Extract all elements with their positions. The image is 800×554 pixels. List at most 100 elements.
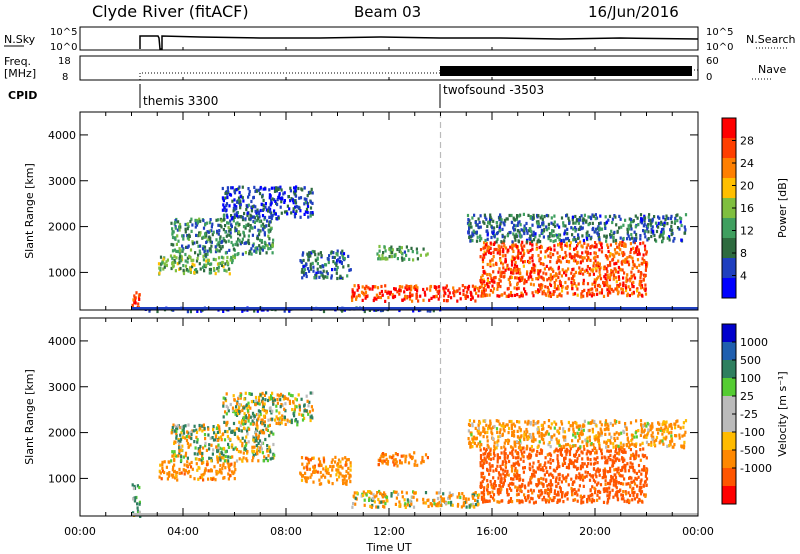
power-cell [597,233,600,237]
velocity-cell [508,459,511,464]
velocity-cell [547,487,550,491]
power-cell [388,247,391,251]
power-cell [220,247,223,251]
power-cell [549,278,552,282]
power-cell [559,244,562,249]
power-cell [349,268,352,272]
velocity-cell [557,462,560,466]
velocity-cell [493,486,496,490]
velocity-cell [538,463,541,467]
power-cell [563,255,567,259]
velocity-cell [572,488,575,492]
power-cell [553,289,556,294]
velocity-cell [595,483,599,487]
power-cell [543,267,546,271]
power-cell [380,257,383,261]
power-cell [498,267,501,271]
velocity-cell [634,431,637,435]
power-cell [651,229,655,233]
power-cell [466,286,469,290]
velocity-cell [512,477,515,481]
velocity-cell [518,426,521,430]
power-cell [605,267,608,271]
velocity-cell [670,426,673,430]
velocity-cell [249,422,252,426]
power-cell [633,230,636,234]
power-cell [403,297,406,301]
velocity-cell [331,468,334,472]
velocity-cell [596,467,600,471]
power-cell [560,239,563,243]
velocity-cell [639,443,642,447]
power-cell [169,254,173,258]
power-cell [456,289,459,293]
power-cell [674,220,677,224]
nsearch-tick-top: 10^5 [706,27,733,38]
velocity-cell [220,450,223,455]
velocity-cell [414,459,417,463]
power-cell [483,250,486,254]
velocity-cell [532,501,536,505]
velocity-cell [471,437,474,441]
power-cell [419,294,422,298]
power-cell [299,215,302,219]
velocity-cell [327,480,331,484]
velocity-cell [545,488,548,492]
velocity-cell [217,449,220,453]
velocity-cell [575,490,578,494]
power-cell [669,228,672,232]
power-cell [294,211,297,215]
power-cell [214,245,217,249]
velocity-cell [307,404,310,408]
power-cell [540,214,543,218]
power-cell [343,257,346,261]
velocity-cell [515,493,519,497]
velocity-cell [531,472,534,477]
power-cell [270,201,273,205]
velocity-cell [179,439,182,443]
power-cell [391,251,394,255]
power-cell [236,211,239,215]
velocity-cell [380,500,383,504]
power-cell [231,260,234,265]
velocity-cell [497,471,501,475]
velocity-cell [549,489,553,494]
power-cell [632,246,635,250]
velocity-cell [261,408,264,412]
power-cell [525,280,528,284]
power-cell [617,275,620,279]
velocity-cell [241,408,244,412]
velocity-cell [501,468,505,472]
power-cell [573,292,577,296]
velocity-cell [438,500,441,505]
velocity-cell [222,476,225,480]
velocity-cell [416,498,419,502]
power-cell [476,223,479,227]
power-cell [269,207,272,211]
power-cell [230,214,233,218]
power-cell [552,239,555,244]
power-cell [471,284,474,288]
power-cell [326,272,329,276]
power-cell [636,289,639,293]
power-cell [295,205,298,209]
velocity-cell [560,422,564,426]
power-cell [193,271,196,275]
power-cell [482,255,485,260]
power-cell [135,291,138,295]
power-cell [557,233,560,237]
velocity-cell [488,426,491,430]
velocity-cell [272,397,275,401]
power-cell [659,233,662,237]
power-cell [662,236,665,240]
power-cell [270,244,273,248]
velocity-cell [422,497,425,501]
power-cell [303,197,306,201]
power-cell [536,239,539,243]
power-cell [512,269,515,273]
velocity-cell [584,470,587,474]
velocity-cell [407,461,411,465]
power-cell [573,253,577,257]
velocity-cell [255,436,258,440]
power-cell [606,288,609,292]
